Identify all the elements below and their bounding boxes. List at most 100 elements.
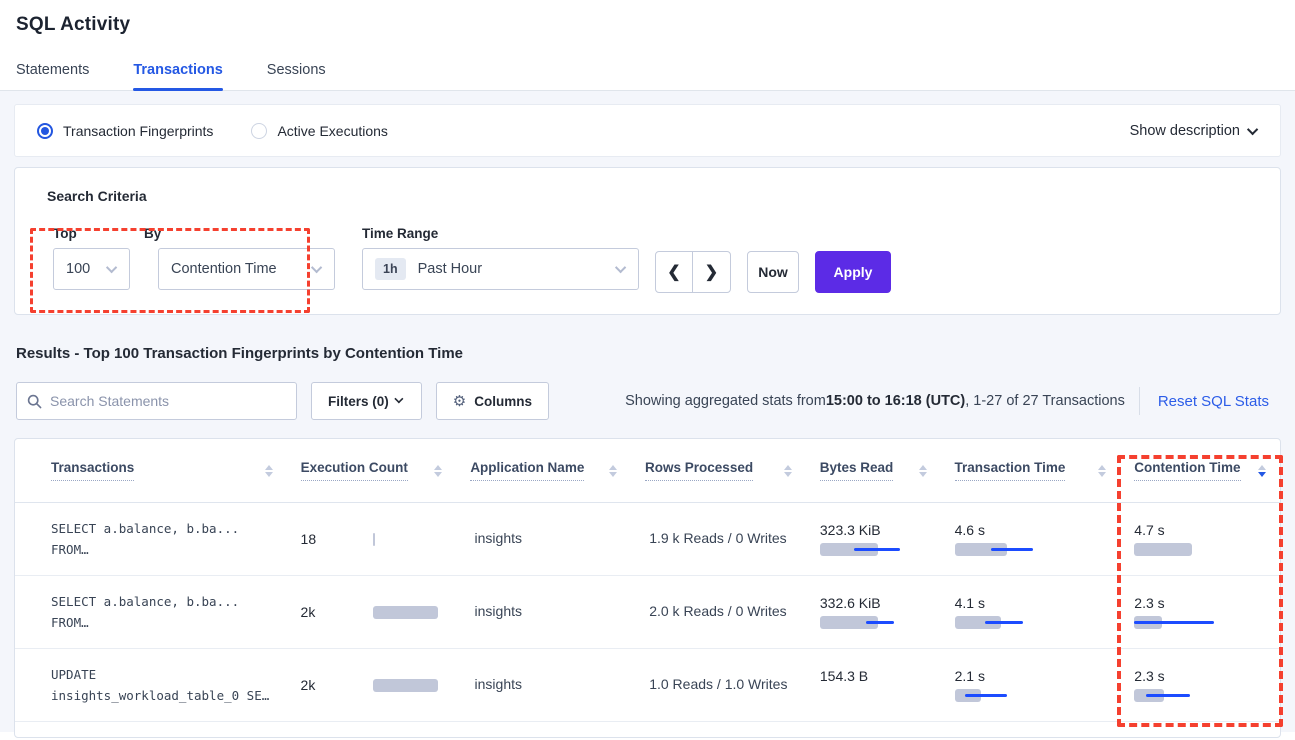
search-criteria-title: Search Criteria bbox=[47, 188, 147, 204]
time-range-select[interactable]: 1h Past Hour bbox=[362, 248, 639, 290]
column-header-execution-count[interactable]: Execution Count bbox=[300, 460, 471, 481]
results-heading: Results - Top 100 Transaction Fingerprin… bbox=[16, 345, 464, 362]
column-label[interactable]: Rows Processed bbox=[645, 460, 754, 481]
chevron-down-icon bbox=[105, 261, 118, 274]
radio-label: Transaction Fingerprints bbox=[63, 122, 214, 139]
now-button[interactable]: Now bbox=[747, 251, 799, 293]
tab-transactions[interactable]: Transactions bbox=[133, 62, 224, 91]
bytes-read-value: 332.6 KiB bbox=[819, 595, 881, 611]
column-header-transactions[interactable]: Transactions bbox=[51, 460, 301, 481]
execution-count-bar bbox=[373, 532, 376, 546]
column-label[interactable]: Execution Count bbox=[300, 460, 408, 481]
bytes-read-value: 323.3 KiB bbox=[819, 522, 881, 538]
sort-icon[interactable] bbox=[918, 464, 927, 477]
by-field: By Contention Time bbox=[144, 226, 335, 290]
stats-range: 15:00 to 16:18 (UTC) bbox=[825, 393, 966, 409]
radio-unselected-icon[interactable] bbox=[251, 122, 268, 139]
contention-time-line bbox=[1134, 621, 1215, 624]
transaction-time-line bbox=[984, 621, 1023, 624]
column-header-transaction-time[interactable]: Transaction Time bbox=[954, 460, 1135, 481]
chevron-down-icon bbox=[394, 394, 404, 404]
column-label[interactable]: Contention Time bbox=[1134, 460, 1241, 481]
contention-time-line bbox=[1146, 694, 1191, 697]
top-value: 100 bbox=[66, 261, 91, 277]
execution-count-value: 2k bbox=[300, 604, 316, 620]
time-range-field: Time Range 1h Past Hour bbox=[362, 226, 639, 290]
chevron-down-icon bbox=[614, 261, 627, 274]
sort-icon[interactable] bbox=[434, 464, 443, 477]
tab-statements[interactable]: Statements bbox=[16, 62, 90, 78]
search-statements-box[interactable] bbox=[16, 382, 297, 420]
transaction-fingerprint-link[interactable]: SELECT a.balance, b.ba... FROM… bbox=[51, 521, 240, 557]
sort-icon[interactable] bbox=[783, 464, 792, 477]
tab-bar: Statements Transactions Sessions bbox=[16, 62, 1279, 91]
radio-transaction-fingerprints[interactable]: Transaction Fingerprints bbox=[37, 122, 214, 139]
sort-icon-active-desc[interactable] bbox=[1258, 464, 1266, 477]
time-range-badge: 1h bbox=[375, 258, 406, 280]
sort-icon[interactable] bbox=[1098, 464, 1107, 477]
columns-button[interactable]: ⚙ Columns bbox=[435, 382, 549, 420]
gear-icon: ⚙ bbox=[452, 393, 467, 410]
rows-processed-value: 2.0 k Reads / 0 Writes bbox=[649, 603, 787, 619]
transaction-time-bar bbox=[954, 543, 1007, 556]
radio-selected-icon[interactable] bbox=[37, 122, 53, 139]
tab-sessions[interactable]: Sessions bbox=[266, 62, 326, 78]
transaction-time-value: 4.1 s bbox=[954, 595, 985, 611]
transaction-time-line bbox=[990, 548, 1033, 551]
time-range-value: Past Hour bbox=[417, 261, 483, 277]
content-area: Transaction Fingerprints Active Executio… bbox=[0, 91, 1295, 738]
reset-sql-stats-link[interactable]: Reset SQL Stats bbox=[1157, 392, 1269, 410]
execution-count-cell: 2k bbox=[301, 677, 471, 693]
transaction-time-bar bbox=[954, 616, 1001, 629]
column-header-bytes-read[interactable]: Bytes Read bbox=[819, 460, 955, 481]
stats-prefix: Showing aggregated stats from bbox=[625, 393, 826, 409]
column-label[interactable]: Application Name bbox=[470, 460, 585, 481]
next-time-button[interactable]: ❯ bbox=[704, 264, 719, 281]
bytes-read-line bbox=[865, 621, 894, 624]
contention-time-bar bbox=[1134, 543, 1193, 556]
column-label[interactable]: Transaction Time bbox=[954, 460, 1066, 481]
column-header-contention-time[interactable]: Contention Time bbox=[1134, 460, 1280, 481]
by-select[interactable]: Contention Time bbox=[158, 248, 335, 290]
prev-time-button[interactable]: ❮ bbox=[656, 252, 693, 292]
top-field: Top 100 bbox=[53, 226, 130, 290]
apply-button[interactable]: Apply bbox=[815, 251, 891, 293]
filters-label: Filters (0) bbox=[328, 393, 389, 409]
stats-summary: Showing aggregated stats from 15:00 to 1… bbox=[625, 393, 1125, 409]
column-label[interactable]: Transactions bbox=[51, 460, 135, 481]
contention-time-value: 4.7 s bbox=[1134, 522, 1165, 538]
contention-time-value: 2.3 s bbox=[1134, 595, 1165, 611]
top-select[interactable]: 100 bbox=[53, 248, 130, 290]
transaction-fingerprint-link[interactable]: UPDATE insights_workload_table_0 SE… bbox=[51, 667, 270, 703]
transaction-fingerprint-link[interactable]: SELECT a.balance, b.ba... FROM… bbox=[51, 594, 240, 630]
page-title: SQL Activity bbox=[16, 14, 131, 35]
radio-active-executions[interactable]: Active Executions bbox=[251, 122, 388, 139]
filters-button[interactable]: Filters (0) bbox=[311, 382, 422, 420]
bytes-read-line bbox=[853, 548, 900, 551]
time-range-label: Time Range bbox=[362, 226, 439, 241]
execution-count-cell: 18 bbox=[301, 531, 471, 547]
transaction-time-value: 4.6 s bbox=[954, 522, 985, 538]
application-name-value: insights bbox=[474, 603, 522, 619]
column-header-rows-processed[interactable]: Rows Processed bbox=[645, 460, 820, 481]
execution-count-value: 18 bbox=[300, 531, 317, 547]
transaction-time-line bbox=[964, 694, 1007, 697]
search-statements-input[interactable] bbox=[50, 393, 286, 409]
column-header-application-name[interactable]: Application Name bbox=[470, 460, 645, 481]
column-label[interactable]: Bytes Read bbox=[819, 460, 894, 481]
bytes-read-bar bbox=[819, 543, 878, 556]
sort-icon[interactable] bbox=[609, 464, 618, 477]
table-row: SELECT a.balance, b.ba... FROM… 18 insigh… bbox=[15, 503, 1280, 576]
by-value: Contention Time bbox=[171, 261, 277, 277]
sort-icon[interactable] bbox=[264, 464, 273, 477]
by-label: By bbox=[144, 226, 162, 241]
search-criteria-card: Search Criteria Top 100 By Contention Ti… bbox=[14, 167, 1281, 315]
stats-suffix: , 1-27 of 27 Transactions bbox=[965, 393, 1125, 409]
bytes-read-bar bbox=[819, 616, 878, 629]
contention-time-value: 2.3 s bbox=[1134, 668, 1165, 684]
execution-count-bar bbox=[373, 605, 439, 619]
show-description-toggle[interactable]: Show description bbox=[1130, 123, 1259, 139]
top-label: Top bbox=[53, 226, 77, 241]
table-row: UPDATE insights_workload_table_0 SE… 2k i… bbox=[15, 649, 1280, 722]
bytes-read-value: 154.3 B bbox=[819, 668, 869, 684]
